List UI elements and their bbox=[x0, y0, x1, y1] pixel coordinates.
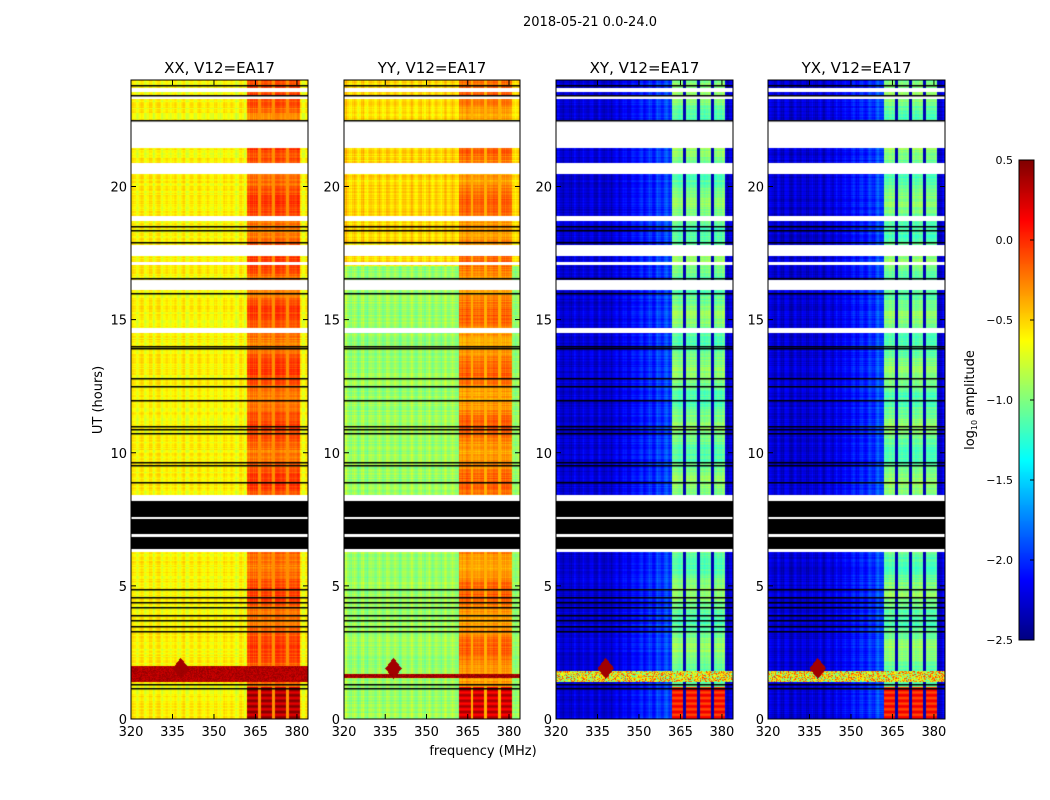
x-tick-label: 350 bbox=[202, 725, 227, 740]
colorbar-tick-label: −2.0 bbox=[986, 554, 1013, 567]
y-tick-label: 15 bbox=[110, 314, 127, 329]
colorbar-tick-label: −2.5 bbox=[986, 634, 1013, 647]
colorbar-tick-label: 0.5 bbox=[996, 154, 1014, 167]
y-tick-label: 20 bbox=[323, 181, 340, 196]
x-tick-label: 335 bbox=[797, 725, 822, 740]
y-tick-label: 0 bbox=[119, 713, 127, 728]
panel-title: XY, V12=EA17 bbox=[590, 59, 700, 77]
y-axis-label: UT (hours) bbox=[91, 366, 106, 434]
x-tick-label: 335 bbox=[373, 725, 398, 740]
y-tick-label: 5 bbox=[756, 580, 764, 595]
y-tick-label: 10 bbox=[747, 447, 764, 462]
colorbar-label: log10 amplitude bbox=[963, 350, 979, 450]
x-tick-label: 365 bbox=[243, 725, 268, 740]
heatmap-yy bbox=[344, 80, 520, 719]
heatmap-xy bbox=[556, 80, 733, 719]
plot-frame bbox=[343, 79, 521, 720]
y-tick-label: 10 bbox=[535, 447, 552, 462]
panel-title: YX, V12=EA17 bbox=[801, 59, 912, 77]
plot-frame bbox=[555, 79, 734, 720]
y-tick-label: 0 bbox=[756, 713, 764, 728]
heatmap-yx bbox=[768, 80, 945, 719]
colorbar-tick-label: −0.5 bbox=[986, 314, 1013, 327]
y-tick-label: 10 bbox=[323, 447, 340, 462]
x-tick-label: 320 bbox=[332, 725, 357, 740]
x-tick-label: 335 bbox=[585, 725, 610, 740]
y-tick-label: 10 bbox=[110, 447, 127, 462]
y-tick-label: 0 bbox=[332, 713, 340, 728]
x-tick-label: 365 bbox=[455, 725, 480, 740]
y-tick-label: 5 bbox=[119, 580, 127, 595]
y-tick-label: 15 bbox=[535, 314, 552, 329]
y-tick-label: 5 bbox=[332, 580, 340, 595]
x-tick-label: 380 bbox=[922, 725, 947, 740]
colorbar bbox=[1019, 160, 1034, 640]
x-tick-label: 380 bbox=[497, 725, 522, 740]
x-tick-label: 320 bbox=[544, 725, 569, 740]
y-tick-label: 20 bbox=[535, 181, 552, 196]
panel-title: YY, V12=EA17 bbox=[377, 59, 487, 77]
panel-title: XX, V12=EA17 bbox=[164, 59, 275, 77]
y-tick-label: 20 bbox=[747, 181, 764, 196]
x-tick-label: 320 bbox=[119, 725, 144, 740]
x-tick-label: 365 bbox=[668, 725, 693, 740]
y-tick-label: 0 bbox=[544, 713, 552, 728]
plot-frame bbox=[130, 79, 309, 720]
x-tick-label: 350 bbox=[414, 725, 439, 740]
figure-title: 2018-05-21 0.0-24.0 bbox=[523, 15, 657, 30]
colorbar-tick-label: 0.0 bbox=[996, 234, 1014, 247]
x-tick-label: 320 bbox=[756, 725, 781, 740]
y-tick-label: 15 bbox=[323, 314, 340, 329]
heatmap-xx bbox=[131, 80, 308, 719]
y-tick-label: 20 bbox=[110, 181, 127, 196]
x-tick-label: 365 bbox=[880, 725, 905, 740]
plot-frame bbox=[767, 79, 946, 720]
x-tick-label: 350 bbox=[839, 725, 864, 740]
x-axis-label: frequency (MHz) bbox=[429, 744, 536, 759]
x-tick-label: 380 bbox=[710, 725, 735, 740]
y-tick-label: 15 bbox=[747, 314, 764, 329]
x-tick-label: 380 bbox=[285, 725, 310, 740]
colorbar-tick-label: −1.0 bbox=[986, 394, 1013, 407]
colorbar-tick-label: −1.5 bbox=[986, 474, 1013, 487]
x-tick-label: 335 bbox=[160, 725, 185, 740]
x-tick-label: 350 bbox=[627, 725, 652, 740]
y-tick-label: 5 bbox=[544, 580, 552, 595]
